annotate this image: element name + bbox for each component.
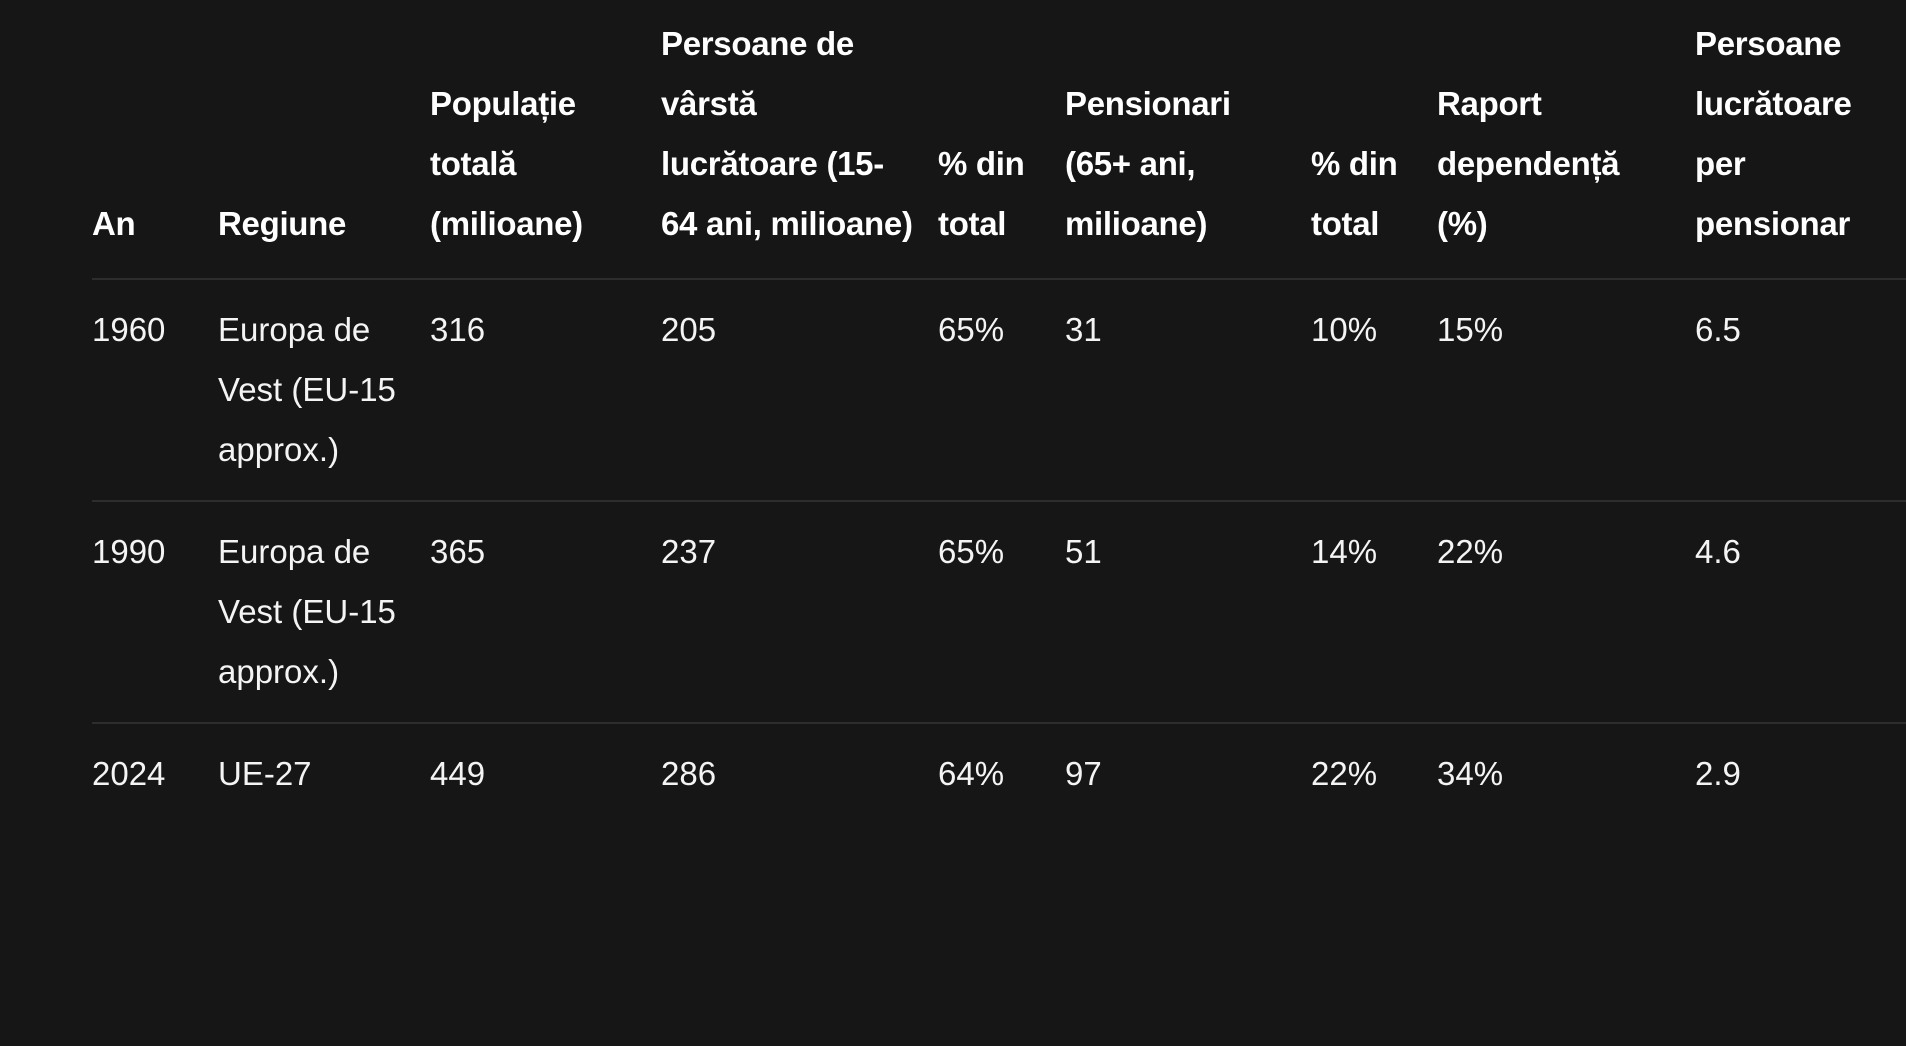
cell-workers-per-pensioner: 2.9 xyxy=(1695,755,1741,792)
cell-total-population: 449 xyxy=(430,755,486,792)
header-year: An xyxy=(92,14,218,280)
table-header: An Regiune Populație totală (milioane) P… xyxy=(92,14,1906,280)
table-row: 2024 UE-27 449 286 64% 97 22% 34% 2.9 xyxy=(92,723,1906,818)
header-region: Regiune xyxy=(218,14,430,280)
cell-region: Europa de Vest (EU-15 approx.) xyxy=(218,279,430,502)
cell-pensioners: 51 xyxy=(1065,501,1311,724)
table-body: 1960 Europa de Vest (EU-15 approx.) 316 … xyxy=(92,279,1906,818)
header-total-population: Populație totală (milioane) xyxy=(430,14,661,280)
data-table-container: An Regiune Populație totală (milioane) P… xyxy=(92,14,1906,818)
cell-working-age-percent: 64% xyxy=(938,755,1005,792)
header-pensioners: Pensionari (65+ ani, milioane) xyxy=(1065,14,1311,280)
cell-working-age: 205 xyxy=(661,279,938,502)
cell-year: 1990 xyxy=(92,501,218,724)
cell-dependency-ratio: 34% xyxy=(1437,755,1504,792)
table-row: 1960 Europa de Vest (EU-15 approx.) 316 … xyxy=(92,279,1906,502)
header-dependency-ratio: Raport dependență (%) xyxy=(1437,14,1695,280)
cell-year: 1960 xyxy=(92,279,218,502)
header-pensioners-percent: % din total xyxy=(1311,14,1437,280)
header-workers-per-pensioner: Persoane lucrătoare per pensionar xyxy=(1695,14,1906,280)
cell-working-age-percent: 65% xyxy=(938,501,1065,724)
cell-pensioners-percent: 10% xyxy=(1311,279,1437,502)
cell-working-age-percent: 65% xyxy=(938,279,1065,502)
cell-year: 2024 xyxy=(92,755,166,792)
cell-pensioners-percent: 14% xyxy=(1311,501,1437,724)
header-row: An Regiune Populație totală (milioane) P… xyxy=(92,14,1906,280)
cell-total-population: 316 xyxy=(430,279,661,502)
demographics-table: An Regiune Populație totală (milioane) P… xyxy=(92,14,1906,818)
cell-working-age: 286 xyxy=(661,755,717,792)
cell-total-population: 365 xyxy=(430,501,661,724)
cell-working-age: 237 xyxy=(661,501,938,724)
cell-dependency-ratio: 22% xyxy=(1437,501,1695,724)
cell-dependency-ratio: 15% xyxy=(1437,279,1695,502)
cell-pensioners: 31 xyxy=(1065,279,1311,502)
cell-workers-per-pensioner: 6.5 xyxy=(1695,279,1906,502)
cell-pensioners-percent: 22% xyxy=(1311,755,1378,792)
cell-workers-per-pensioner: 4.6 xyxy=(1695,501,1906,724)
table-row: 1990 Europa de Vest (EU-15 approx.) 365 … xyxy=(92,501,1906,724)
header-working-age-percent: % din total xyxy=(938,14,1065,280)
header-working-age: Persoane de vârstă lucrătoare (15-64 ani… xyxy=(661,14,938,280)
cell-region: UE-27 xyxy=(218,755,312,792)
cell-pensioners: 97 xyxy=(1065,755,1102,792)
cell-region: Europa de Vest (EU-15 approx.) xyxy=(218,501,430,724)
